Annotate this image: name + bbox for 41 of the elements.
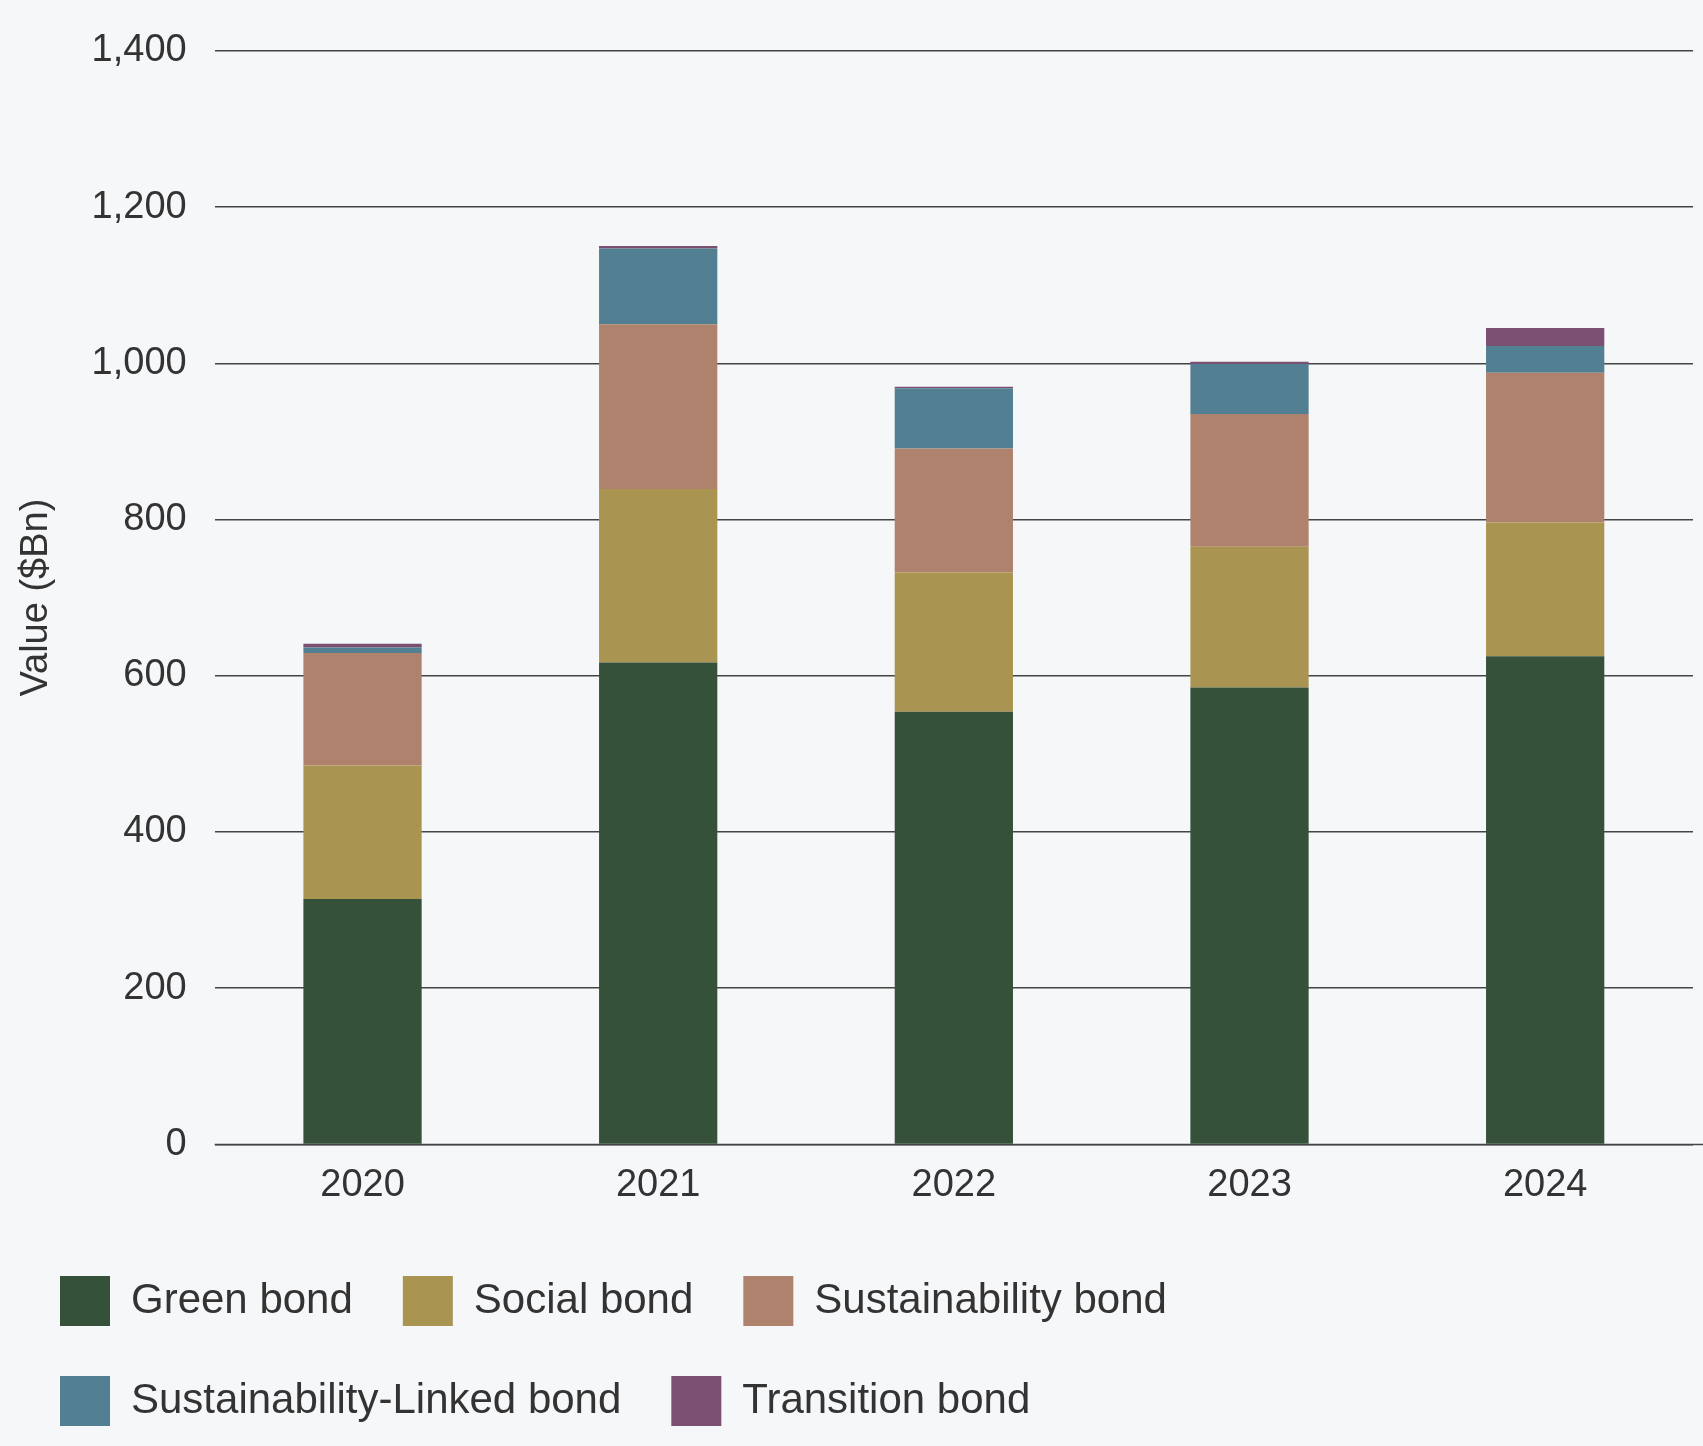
bar	[1190, 364, 1309, 415]
y-tick-label: 800	[123, 495, 187, 538]
bar	[894, 448, 1013, 573]
y-tick-label: 0	[165, 1120, 187, 1163]
x-tick-label: 2023	[1207, 1161, 1292, 1204]
bar	[303, 765, 422, 900]
bar	[599, 324, 718, 490]
x-tick-label: 2024	[1502, 1161, 1588, 1204]
bar	[894, 388, 1013, 449]
bar	[303, 647, 422, 654]
y-tick-label: 400	[123, 808, 187, 851]
bar	[894, 572, 1013, 712]
y-tick-label: 1,000	[91, 339, 187, 382]
bar	[894, 711, 1013, 1144]
legend-label: Transition bond	[742, 1374, 1031, 1422]
bar	[1486, 522, 1605, 657]
x-tick-label: 2021	[615, 1161, 701, 1204]
bar	[1486, 328, 1605, 347]
bar	[303, 899, 422, 1144]
bar	[599, 489, 718, 663]
y-tick-label: 1,200	[91, 183, 187, 226]
legend-label: Green bond	[131, 1274, 353, 1322]
y-axis-title: Value ($Bn)	[13, 498, 56, 697]
x-tick-label: 2022	[911, 1161, 997, 1204]
bar	[303, 643, 422, 648]
bar	[599, 248, 718, 325]
bar	[1190, 546, 1309, 688]
bar	[1190, 687, 1309, 1144]
y-tick-label: 1,400	[91, 27, 187, 70]
legend-label: Sustainability-Linked bond	[131, 1374, 622, 1422]
legend-label: Sustainability bond	[814, 1274, 1167, 1322]
bar	[1190, 414, 1309, 547]
x-tick-label: 2020	[320, 1161, 405, 1204]
y-tick-label: 200	[123, 964, 187, 1007]
bar	[1486, 346, 1605, 373]
legend-label: Social bond	[473, 1274, 694, 1322]
bar	[1486, 372, 1605, 523]
y-tick-label: 600	[123, 652, 187, 695]
bar	[1486, 656, 1605, 1144]
bar	[599, 662, 718, 1144]
bar	[303, 653, 422, 766]
